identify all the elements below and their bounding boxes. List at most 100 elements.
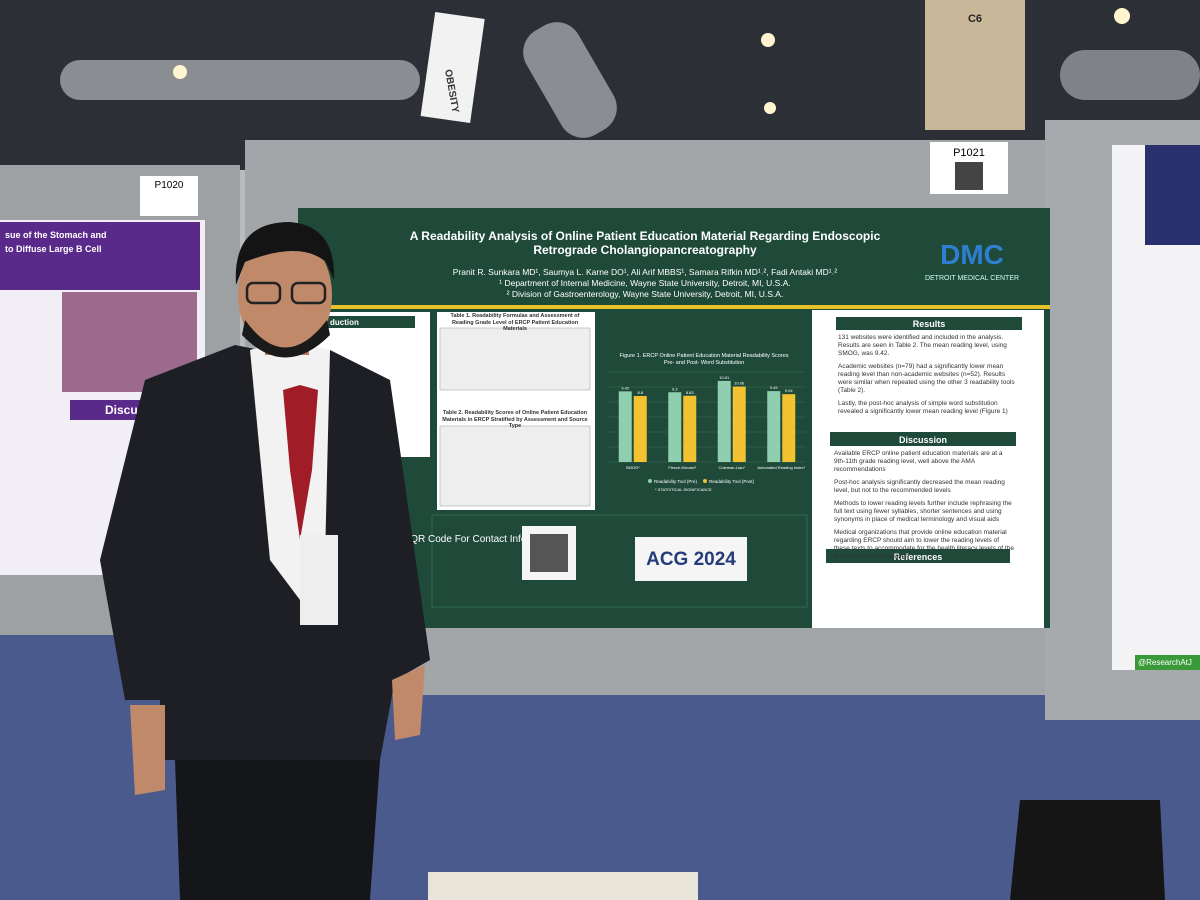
badge [300, 535, 338, 625]
bar [618, 391, 632, 462]
left-poster-header [0, 222, 200, 290]
hand [392, 665, 425, 740]
value-label: 10.06 [734, 381, 745, 386]
booth-number: P1021 [953, 147, 985, 159]
glasses [245, 281, 282, 305]
legend-swatch [648, 479, 652, 483]
discussion-text: Available ERCP online patient education … [834, 450, 1014, 566]
qr [955, 162, 983, 190]
value-label: 9.45 [770, 385, 779, 390]
figure-note: * STATISTICAL SIGNIFICANCE [655, 487, 712, 492]
bullet: Medical organizations that provide onlin… [834, 529, 1014, 560]
right-poster-header [1145, 145, 1200, 245]
figure-title: Figure 1. ERCP Online Patient Education … [620, 353, 789, 359]
bar [732, 386, 746, 462]
tie [283, 385, 318, 540]
suit [100, 345, 430, 760]
table-1 [439, 327, 591, 391]
results-bar [836, 317, 1022, 330]
conference: ACG 2024 [646, 549, 736, 570]
figure-title: Pre- and Post- Word Substitution [664, 360, 744, 366]
bullet: Methods to lower reading levels further … [834, 500, 1012, 523]
qr-text: QR Code For Contact Information [410, 534, 560, 545]
table-1-caption: Table 1. Readability Formulas and Assess… [450, 313, 580, 332]
bullet: Academic websites (n=79) had a significa… [838, 363, 1015, 394]
booth-number: P1020 [155, 180, 184, 191]
right-panel [812, 310, 1044, 628]
poster-title: Retrograde Cholangiopancreatography [533, 243, 757, 257]
value-label: 8.83 [686, 390, 695, 395]
face [238, 233, 332, 357]
light [173, 65, 187, 79]
results-text: 131 websites were identified and include… [838, 334, 1018, 421]
poster-title: A Readability Analysis of Online Patient… [410, 229, 881, 243]
beard [242, 320, 330, 358]
authors: Pranit R. Sunkara MD¹, Saumya L. Karne D… [453, 267, 838, 277]
value-label: 10.81 [719, 375, 730, 380]
bullet: Available ERCP online patient education … [834, 450, 1003, 473]
intro-heading-bar [325, 316, 415, 328]
affiliation: ¹ Department of Internal Medicine, Wayne… [499, 278, 790, 288]
duct [523, 22, 617, 138]
handle: @ResearchAtJ [1138, 658, 1192, 667]
hair [235, 222, 335, 285]
value-label: 8.8 [637, 390, 643, 395]
table-2 [439, 425, 591, 507]
bar [717, 380, 731, 462]
bar [683, 395, 697, 462]
bullet: Post-hoc analysis significantly decrease… [834, 479, 1005, 494]
intro-heading: duction [330, 318, 359, 327]
bullet: Lastly, the post-hoc analysis of simple … [838, 400, 1008, 415]
discussion-bar [830, 432, 1016, 446]
left-title: sue of the Stomach and [5, 230, 107, 240]
banner [420, 12, 485, 123]
person [100, 222, 430, 900]
references-heading: References [894, 552, 943, 562]
handle-bar [1135, 655, 1200, 670]
bullet: 131 websites were identified and include… [838, 334, 1007, 357]
legend-swatch [703, 479, 707, 483]
light [761, 33, 775, 47]
category-label: SMOG* [626, 465, 640, 470]
value-label: 9.42 [621, 385, 630, 390]
light [764, 102, 776, 114]
logo: DMC [940, 239, 1004, 270]
logo-name: DETROIT MEDICAL CENTER [925, 275, 1019, 282]
duct [1060, 50, 1200, 100]
value-label: 9.04 [785, 388, 794, 393]
acg-logo-box [635, 537, 747, 581]
qr-code-pattern [530, 534, 568, 572]
duct [60, 60, 420, 100]
legend-label: Readability Tool (Pre) [654, 479, 697, 484]
left-heading: Discu [105, 403, 138, 417]
qr-panel [431, 514, 808, 608]
table-2-caption: Table 2. Readability Scores of Online Pa… [442, 410, 588, 429]
bar [633, 396, 647, 462]
value-label: 9.3 [672, 386, 678, 391]
table-edge [428, 872, 698, 900]
category-label: Flesch-Kincaid* [668, 465, 696, 470]
references-bar [826, 549, 1010, 563]
left-title: to Diffuse Large B Cell [5, 244, 102, 254]
trousers [175, 760, 380, 900]
discussion-heading: Discussion [899, 435, 947, 445]
category-label: Automated Reading Index* [757, 465, 805, 470]
light [1114, 8, 1130, 24]
bar [668, 392, 682, 462]
legend-label: Readability Tool (Post) [709, 479, 754, 484]
category-label: Coleman-Liau* [719, 465, 746, 470]
poster-rule [298, 305, 1050, 309]
booth-card [140, 176, 198, 216]
glasses [290, 281, 327, 305]
hand [130, 705, 165, 795]
figure: Figure 1. ERCP Online Patient Education … [608, 353, 806, 492]
bar [767, 391, 781, 462]
column-sign: C6 [968, 13, 982, 25]
bag [1010, 800, 1165, 900]
column [925, 0, 1025, 130]
results-heading: Results [913, 319, 946, 329]
bar [782, 394, 796, 462]
affiliation: ² Division of Gastroenterology, Wayne St… [507, 289, 784, 299]
